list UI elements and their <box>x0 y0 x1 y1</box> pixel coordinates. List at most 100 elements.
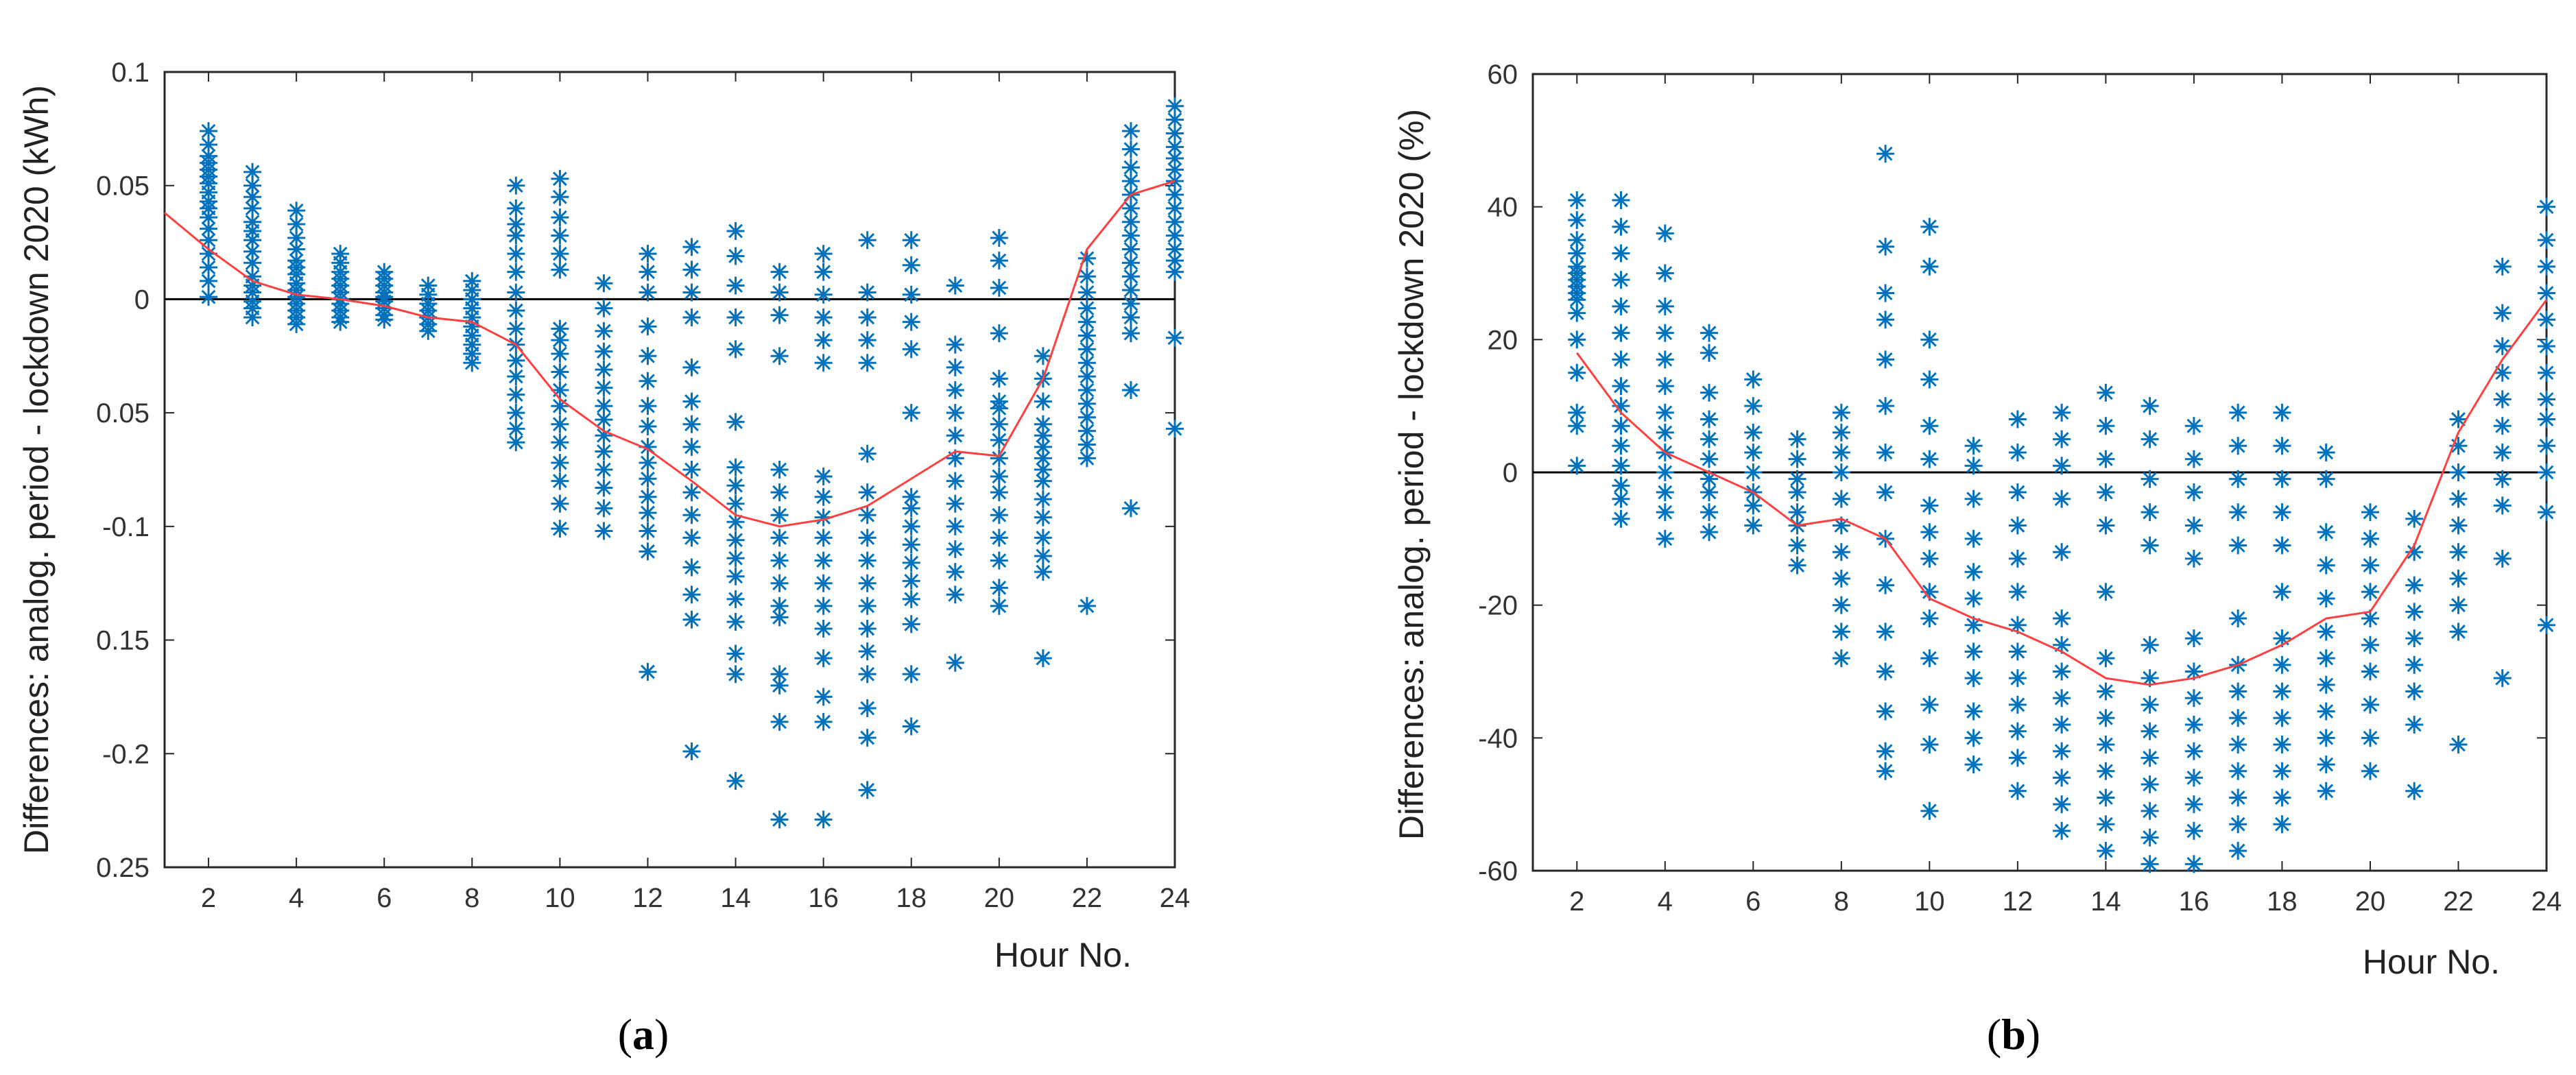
plot-a-data-point <box>902 256 920 274</box>
plot-a-data-point <box>990 228 1008 247</box>
plot-b-data-point <box>1788 556 1806 575</box>
plot-a-data-point <box>639 522 657 540</box>
plot-b-data-point <box>2008 410 2027 428</box>
plot-a-data-point <box>726 247 745 265</box>
plot-b-y-tick-label: 40 <box>1488 193 1518 223</box>
plot-b-data-point <box>2449 410 2468 428</box>
plot-a-data-point <box>551 245 569 263</box>
plot-b-data-point <box>2184 769 2203 787</box>
plot-b-x-tick-label: 20 <box>2355 886 2386 917</box>
plot-a-data-point <box>858 444 876 463</box>
plot-a-data-point <box>814 354 833 372</box>
plot-a-data-point <box>858 283 876 302</box>
plot-b-x-tick-label: 6 <box>1745 886 1761 917</box>
plot-a-x-tick-label: 18 <box>896 883 927 913</box>
plot-b-data-point <box>2184 795 2203 814</box>
plot-b-data-point <box>1964 437 1983 455</box>
plot-a-data-point <box>419 322 438 340</box>
plot-a-data-point <box>682 261 701 279</box>
plot-b-data-point <box>2273 536 2291 555</box>
plot-a-data-point <box>507 420 525 438</box>
plot-a-data-point <box>1034 649 1052 668</box>
plot-b-data-point <box>1612 476 1630 495</box>
plot-a-data-point <box>990 415 1008 433</box>
plot-b-data-point <box>2361 636 2379 654</box>
plot-a-data-point <box>595 479 613 497</box>
plot-a-data-point <box>595 426 613 445</box>
plot-b-y-tick-label: 20 <box>1488 325 1518 355</box>
plot-a-data-point <box>287 228 306 247</box>
plot-b-data-point <box>2405 509 2424 528</box>
plot-b-data-point <box>2097 516 2115 535</box>
plot-a-data-point <box>770 483 789 502</box>
plot-b-data-point <box>1876 742 1895 760</box>
plot-b-data-point <box>1744 463 1763 481</box>
plot-a-data-point <box>639 263 657 281</box>
plot-a-data-point <box>1034 347 1052 365</box>
plot-a-data-point <box>902 535 920 554</box>
plot-b-data-point <box>1612 217 1630 236</box>
plot-b-data-point <box>2273 437 2291 455</box>
plot-b-data-point <box>2405 576 2424 594</box>
plot-a-data-point <box>726 531 745 549</box>
plot-a-data-point <box>639 662 657 681</box>
plot-b-data-point <box>2273 503 2291 522</box>
plot-b-y-axis-label: Differences: analog. period - lockdown 2… <box>1392 109 1431 840</box>
plot-b-data-point <box>1612 490 1630 508</box>
plot-b-data-point <box>1832 403 1850 422</box>
plot-a-data-point <box>1121 324 1140 343</box>
plot-b-data-point <box>2361 762 2379 780</box>
plot-b-data-point <box>1832 569 1850 588</box>
plot-a-data-point <box>507 351 525 370</box>
plot-a-data-point <box>770 461 789 479</box>
plot-b-data-point <box>1876 623 1895 641</box>
plot-a-data-point <box>902 572 920 590</box>
plot-b-data-point <box>2008 722 2027 740</box>
plot-b-data-point <box>2493 337 2512 356</box>
plot-a-data-point <box>595 461 613 479</box>
plot-b-data-point <box>1700 410 1719 428</box>
plot-b-data-point <box>2273 583 2291 601</box>
plot-a-data-point <box>682 585 701 604</box>
plot-b-data-point <box>2229 503 2247 522</box>
plot-b-data-point <box>2405 715 2424 734</box>
plot-a-data-point <box>551 494 569 513</box>
plot-a-data-point <box>858 354 876 372</box>
plot-a-data-point <box>200 271 218 290</box>
plot-a-data-point <box>726 476 745 495</box>
plot-b-data-point <box>1876 284 1895 302</box>
plot-b-data-point <box>2053 609 2071 628</box>
plot-a-x-tick-label: 8 <box>464 883 479 913</box>
plot-a-data-point <box>595 411 613 429</box>
plot-b-data-point <box>2317 623 2335 641</box>
plot-a-data-point <box>507 215 525 234</box>
plot-b-data-point <box>2184 629 2203 648</box>
plot-a-x-tick-label: 16 <box>808 883 839 913</box>
plot-a-data-point <box>946 653 964 672</box>
plot-a-y-tick-label: 0.05 <box>96 398 150 428</box>
plot-a-data-point <box>902 615 920 633</box>
plot-b-data-point <box>2493 363 2512 382</box>
plot-b-data-point <box>2140 636 2159 654</box>
plot-a-data-point <box>858 620 876 638</box>
plot-b-data-point <box>2317 756 2335 774</box>
plot-a-marks <box>164 97 1184 829</box>
plot-a-data-point <box>902 717 920 736</box>
plot-b-data-point <box>2317 649 2335 668</box>
plot-b-x-tick-label: 24 <box>2531 886 2562 917</box>
plot-a-data-point <box>1166 420 1184 438</box>
plot-a-data-point <box>946 276 964 295</box>
plot-b-data-point <box>2273 736 2291 754</box>
plot-a-data-point <box>682 308 701 326</box>
plot-a-y-axis-label: Differences: analog. period - lockdown 2… <box>17 85 56 854</box>
plot-b-data-point <box>2184 715 2203 734</box>
plot-b-y-tick-label: -20 <box>1478 591 1518 621</box>
plot-b-data-point <box>1700 383 1719 402</box>
plot-a-ticks: 2 4 6 8 10 12 14 16 18 20 22 240.25-0.20.15-0.10.05… <box>96 58 1190 913</box>
plot-a-data-point <box>814 596 833 615</box>
plot-b-data-point <box>2140 722 2159 740</box>
plot-a-data-point <box>770 712 789 731</box>
plot-a-data-point <box>858 729 876 747</box>
plot-a-data-point <box>946 472 964 490</box>
